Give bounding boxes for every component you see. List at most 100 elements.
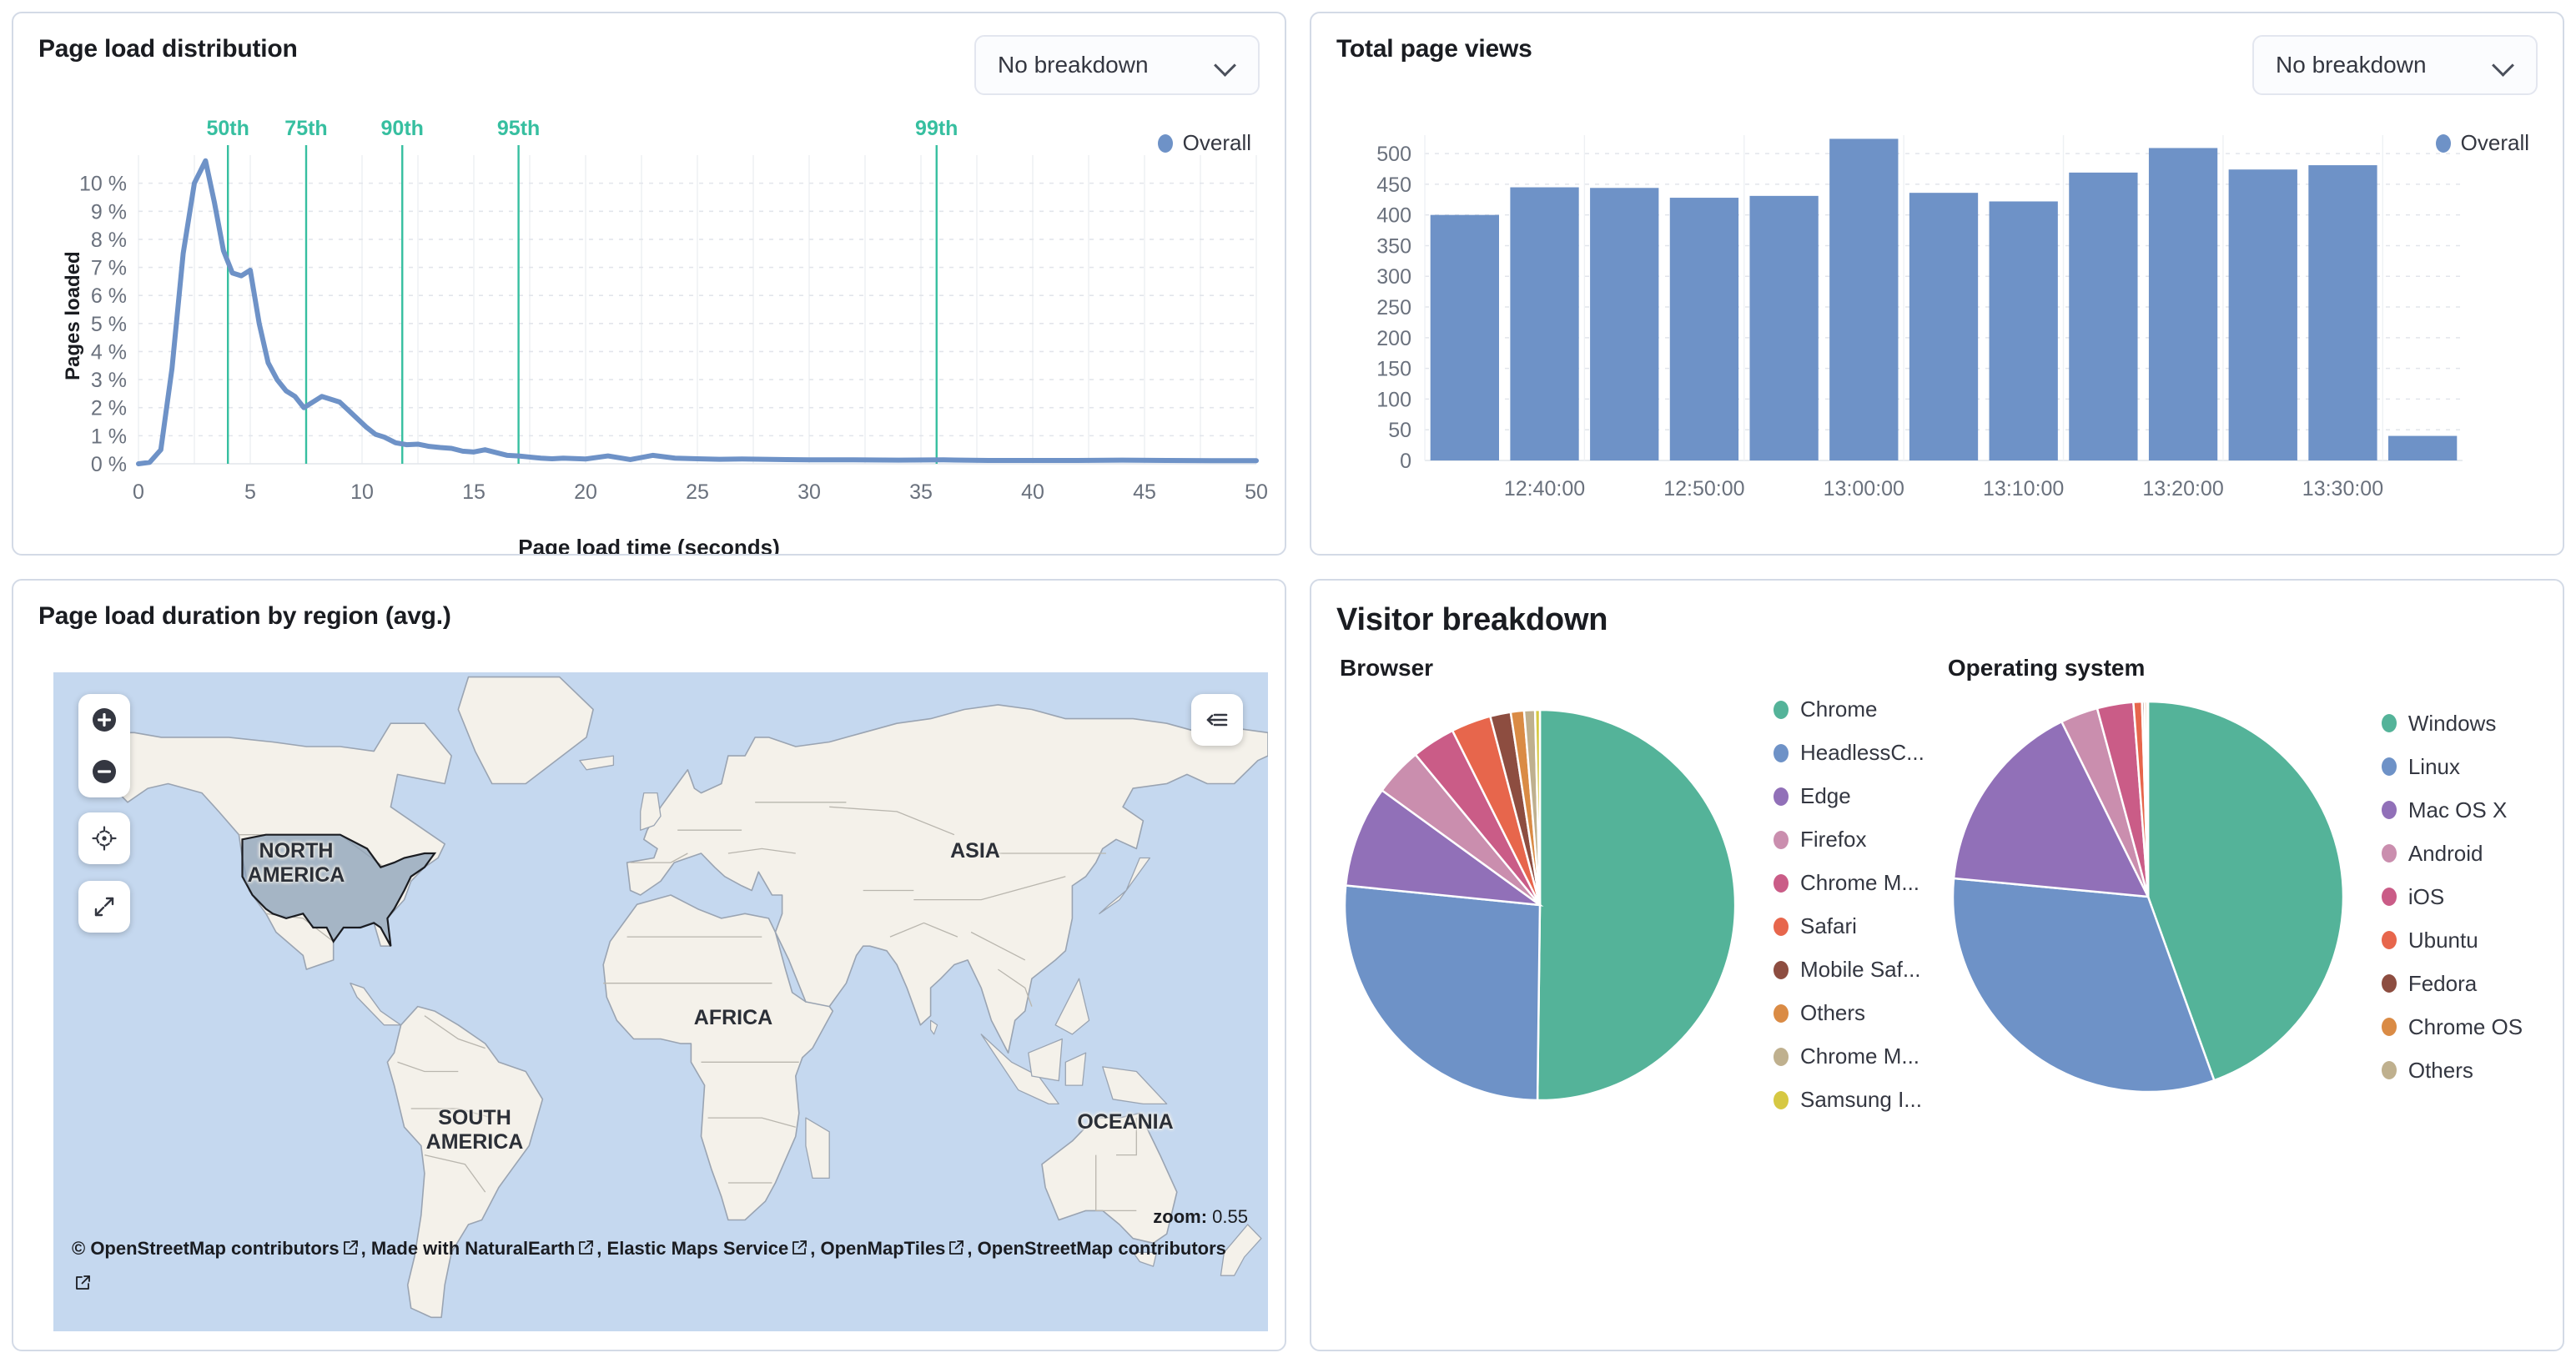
pie-legend-item[interactable]: iOS (2381, 884, 2523, 910)
fullscreen-icon[interactable] (78, 881, 130, 933)
map-locate-control[interactable] (78, 812, 130, 864)
pie-legend-item[interactable]: Mac OS X (2381, 797, 2523, 823)
pie-slice[interactable] (1952, 720, 2150, 898)
pie-legend-item[interactable]: Chrome OS (2381, 1013, 2523, 1040)
bar[interactable] (2388, 435, 2458, 460)
map-attribution-link[interactable]: Elastic Maps Service (606, 1238, 789, 1260)
country-border (424, 1015, 486, 1049)
zoom-out-button[interactable] (78, 746, 130, 797)
highlighted-region-united-states[interactable] (241, 833, 437, 947)
pie-slice[interactable] (1533, 708, 1542, 905)
pie-legend-item[interactable]: Chrome M... (1774, 1044, 1924, 1069)
pie-legend-item[interactable]: Chrome (1774, 697, 1924, 722)
bar[interactable] (1510, 187, 1579, 460)
bar[interactable] (1909, 193, 1979, 461)
map-zoom-controls[interactable] (78, 694, 130, 797)
map-attribution-separator: , (810, 1238, 821, 1260)
x-tick-label: 13:30:00 (2302, 477, 2383, 500)
bar[interactable] (2148, 148, 2218, 461)
bar[interactable] (1430, 214, 1499, 460)
browser-pie-chart[interactable] (1340, 705, 1740, 1105)
bar[interactable] (1989, 201, 2058, 461)
pie-legend-item[interactable]: Safari (1774, 913, 1924, 939)
pie-legend-item[interactable]: Chrome M... (1774, 870, 1924, 896)
legend-color-dot (2381, 757, 2397, 776)
legend-label: Overall (2460, 130, 2529, 155)
map-attribution-link[interactable]: OpenStreetMap contributors (977, 1238, 1226, 1260)
panel-header: Page load distribution No breakdown (13, 13, 1285, 95)
legend-label: Others (1800, 1000, 1866, 1025)
pie-legend-item[interactable]: Fedora (2381, 971, 2523, 997)
locate-icon[interactable] (78, 812, 130, 864)
pie-legend-item[interactable]: Android (2381, 841, 2523, 867)
pie-slice[interactable] (2146, 700, 2345, 1082)
y-tick-label: 0 (1400, 450, 1411, 473)
x-tick-label: 20 (574, 480, 597, 504)
map-attribution-separator: , (967, 1238, 978, 1260)
map-attribution[interactable]: © OpenStreetMap contributors, Made with … (72, 1231, 1240, 1301)
breakdown-select-pageviews[interactable]: No breakdown (2252, 35, 2538, 95)
map-attribution-separator: , (596, 1238, 607, 1260)
x-tick-label: 45 (1133, 480, 1156, 504)
pie-legend-item[interactable]: Others (2381, 1058, 2523, 1084)
bar[interactable] (2069, 172, 2138, 461)
bar[interactable] (1590, 188, 1659, 460)
bar[interactable] (2308, 165, 2377, 460)
pie-slice[interactable] (1343, 883, 1542, 1101)
layers-toggle-icon[interactable] (1191, 694, 1243, 746)
legend-label: Chrome OS (2407, 1013, 2523, 1039)
panel-header: Page load duration by region (avg.) (13, 581, 1285, 631)
map-fullscreen-control[interactable] (78, 881, 130, 933)
pie-legend-item[interactable]: HeadlessC... (1774, 740, 1924, 766)
map-layers-control[interactable] (1191, 694, 1243, 746)
zoom-in-button[interactable] (78, 694, 130, 746)
country-border (913, 876, 1066, 901)
pie-slice[interactable] (1344, 788, 1544, 907)
bar[interactable] (1749, 195, 1819, 460)
landmass-sri-lanka (930, 1019, 938, 1035)
map-attribution-link[interactable]: Made with NaturalEarth (370, 1238, 576, 1260)
pie-legend-item[interactable]: Others (1774, 1000, 1924, 1026)
legend-label: Chrome (1800, 697, 1878, 722)
legend-overall-pageviews[interactable]: Overall (2435, 130, 2529, 156)
bar[interactable] (2228, 169, 2297, 460)
y-tick-label: 3 % (91, 369, 127, 392)
x-tick-label: 12:40:00 (1504, 477, 1585, 500)
page-title: Total page views (1336, 35, 1532, 63)
bar[interactable] (1829, 138, 1899, 460)
pie-slice[interactable] (2146, 700, 2150, 898)
pie-legend-item[interactable]: Samsung I... (1774, 1087, 1924, 1113)
map-attribution-link[interactable]: OpenMapTiles (820, 1238, 946, 1260)
percentile-marker-label: 75th (284, 117, 327, 140)
legend-color-dot (2435, 133, 2451, 153)
legend-label: Firefox (1800, 827, 1867, 852)
legend-color-dot (1774, 1003, 1789, 1023)
pie-legend-item[interactable]: Edge (1774, 783, 1924, 809)
panel-visitor-breakdown: Visitor breakdown Browser Chrome Headless… (1310, 579, 2564, 1351)
region-map[interactable]: NORTH AMERICA SOUTH AMERICA AFRICA ASIA … (53, 672, 1268, 1331)
x-tick-label: 13:20:00 (2142, 477, 2223, 500)
pie-legend-item[interactable]: Linux (2381, 754, 2523, 780)
y-tick-label: 100 (1376, 388, 1411, 411)
legend-overall-distribution[interactable]: Overall (1157, 130, 1251, 156)
pie-legend-item[interactable]: Windows (2381, 711, 2523, 737)
pie-legend-item[interactable]: Firefox (1774, 827, 1924, 853)
x-tick-label: 5 (244, 480, 256, 504)
country-border (410, 1108, 492, 1119)
pie-legend-item[interactable]: Ubuntu (2381, 927, 2523, 953)
x-tick-label: 10 (350, 480, 374, 504)
pie-slice[interactable] (1951, 877, 2216, 1094)
legend-color-dot (2381, 844, 2397, 863)
panel-header: Visitor breakdown (1311, 581, 2563, 638)
pie-legend-item[interactable]: Mobile Saf... (1774, 957, 1924, 983)
breakdown-select-distribution[interactable]: No breakdown (974, 35, 1260, 95)
bar[interactable] (1669, 198, 1739, 460)
page-title: Page load duration by region (avg.) (38, 602, 451, 630)
os-pie-chart[interactable] (1948, 697, 2348, 1097)
map-attribution-link[interactable]: © OpenStreetMap contributors (72, 1238, 340, 1260)
legend-color-dot (1774, 917, 1789, 936)
pie-slice[interactable] (1536, 708, 1737, 1101)
legend-label: Ubuntu (2407, 927, 2478, 953)
legend-color-dot (1774, 1090, 1789, 1109)
landmass-sumatra-java (980, 1034, 1059, 1105)
